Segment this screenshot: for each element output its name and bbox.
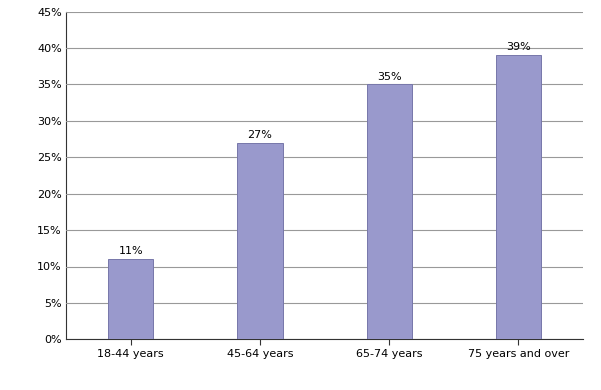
Text: 27%: 27% [248, 130, 272, 140]
Bar [367, 85, 412, 339]
Text: 39%: 39% [506, 43, 531, 53]
Text: 35%: 35% [377, 72, 401, 82]
Bar [496, 55, 541, 339]
Bar [108, 259, 153, 339]
Bar [237, 143, 282, 339]
Text: 11%: 11% [118, 246, 143, 256]
